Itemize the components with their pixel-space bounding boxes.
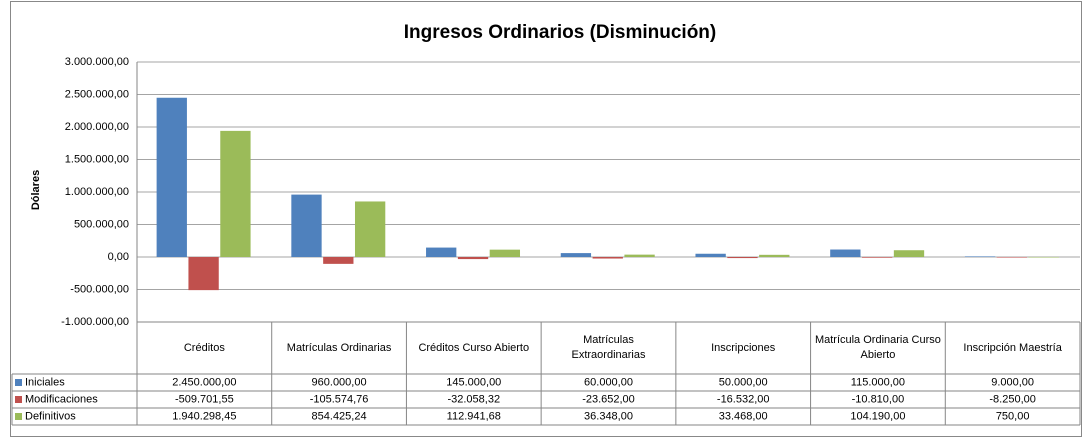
bar [426, 247, 457, 257]
bar [695, 253, 726, 257]
bar [323, 257, 354, 264]
data-table-value: 960.000,00 [312, 376, 367, 388]
y-tick-label: 1.500.000,00 [65, 153, 129, 165]
x-tick-label-cell: Créditos [183, 341, 225, 354]
bar [862, 257, 893, 258]
y-tick-label: 500.000,00 [74, 218, 129, 230]
bar [156, 97, 187, 257]
data-table-value: 36.348,00 [584, 410, 633, 422]
bar [1028, 256, 1059, 258]
data-table-value: 9.000,00 [991, 376, 1034, 388]
data-table-value: 60.000,00 [584, 376, 633, 388]
y-tick-label: 0,00 [108, 251, 129, 263]
y-tick-label: 1.000.000,00 [65, 186, 129, 198]
legend-label: Iniciales [25, 376, 65, 388]
y-axis-label: Dólares [30, 170, 42, 210]
chart-border [10, 1, 1082, 437]
x-tick-label-cell: Inscripciones [711, 341, 776, 354]
bar [188, 257, 219, 291]
bar [354, 201, 386, 257]
x-tick-label-cell: Matrícula Ordinaria Curso Abierto [814, 334, 941, 361]
data-table-value: 50.000,00 [719, 376, 768, 388]
data-table-value: -105.574,76 [310, 393, 369, 405]
x-tick-label-cell: Inscripción Maestría [963, 341, 1062, 354]
data-table-value: -10.810,00 [852, 393, 905, 405]
y-tick-label: 2.500.000,00 [65, 88, 129, 100]
data-table-value: 104.190,00 [850, 410, 905, 422]
bar [489, 249, 521, 257]
bar [592, 257, 623, 259]
x-tick-label: Matrículas Ordinarias [286, 341, 392, 354]
legend-swatch [15, 413, 22, 420]
bar [624, 254, 655, 257]
data-table-value: -16.532,00 [717, 393, 770, 405]
legend-swatch [15, 379, 22, 386]
x-tick-label-cell: Créditos Curso Abierto [418, 341, 530, 354]
bar [457, 257, 489, 260]
x-tick-label: Matrícula Ordinaria Curso Abierto [814, 334, 941, 361]
x-tick-label: Créditos Curso Abierto [418, 341, 530, 354]
bar [220, 130, 251, 257]
data-table-value: 2.450.000,00 [172, 376, 236, 388]
x-tick-label-cell: Matrículas Extraordinarias [571, 334, 646, 361]
data-table-value: 33.468,00 [719, 410, 768, 422]
x-tick-label: Inscripciones [711, 341, 776, 354]
y-tick-label: -500.000,00 [70, 283, 129, 295]
data-table-value: 115.000,00 [851, 376, 905, 388]
legend-label: Definitivos [25, 410, 76, 422]
y-tick-label: 2.000.000,00 [65, 121, 129, 133]
data-table-value: -32.058,32 [447, 393, 500, 405]
bar [964, 256, 996, 257]
bar [893, 250, 925, 257]
data-table-value: -8.250,00 [989, 393, 1035, 405]
x-tick-label: Créditos [183, 341, 225, 354]
bar [759, 254, 790, 257]
y-tick-label: -1.000.000,00 [61, 316, 129, 328]
legend-swatch [15, 396, 22, 403]
data-table-value: 145.000,00 [446, 376, 501, 388]
data-table-value: 750,00 [996, 410, 1030, 422]
data-table-value: 854.425,24 [312, 410, 367, 422]
x-tick-label: Inscripción Maestría [963, 341, 1062, 354]
data-table-value: 1.940.298,45 [172, 410, 236, 422]
data-table-value: 112.941,68 [447, 410, 501, 422]
legend-label: Modificaciones [25, 393, 98, 405]
data-table-value: -509.701,55 [175, 393, 234, 405]
chart-title: Ingresos Ordinarios (Disminución) [404, 22, 717, 43]
bar [830, 249, 861, 257]
bar [996, 257, 1028, 258]
y-tick-label: 3.000.000,00 [65, 56, 129, 68]
bar [727, 257, 758, 259]
bar [560, 253, 592, 257]
data-table-value: -23.652,00 [582, 393, 635, 405]
x-tick-label-cell: Matrículas Ordinarias [286, 341, 392, 354]
bar [291, 194, 322, 257]
x-tick-label: Matrículas Extraordinarias [571, 334, 646, 361]
